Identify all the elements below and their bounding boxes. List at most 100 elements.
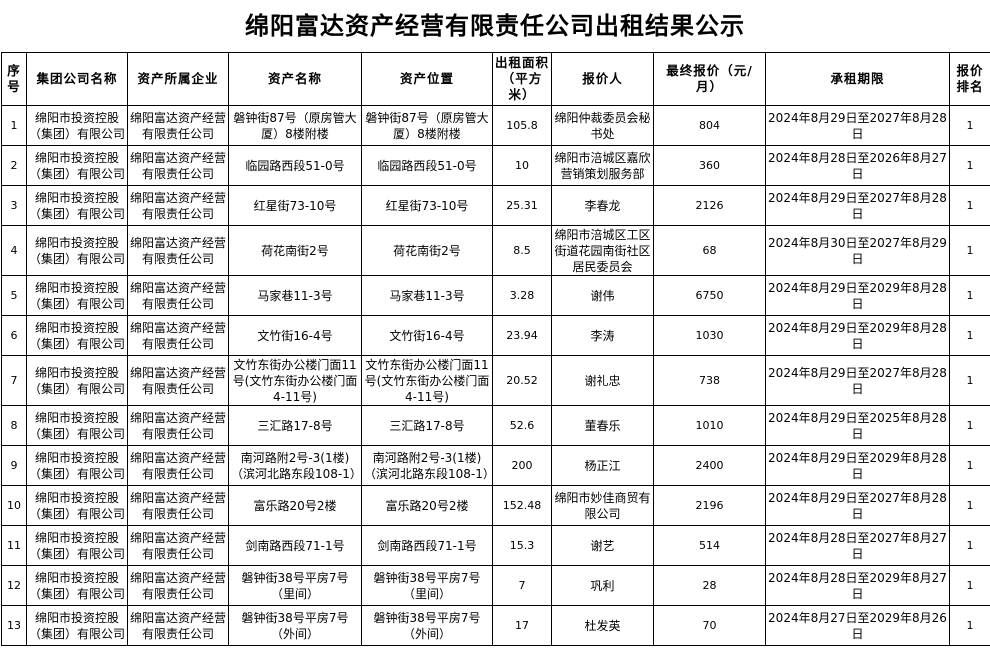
- cell-asset-name: 南河路附2号-3(1楼)（滨河北路东段108-1）: [228, 445, 362, 486]
- cell-rank: 1: [949, 355, 990, 406]
- cell-bidder: 绵阳市涪城区嘉欣营销策划服务部: [551, 145, 654, 186]
- cell-asset-name: 剑南路西段71-1号: [228, 525, 362, 566]
- rental-results-table: 序号 集团公司名称 资产所属企业 资产名称 资产位置 出租面积（平方米） 报价人 最终报价（元…: [1, 52, 990, 646]
- cell-owner-enterprise: 绵阳富达资产经营有限责任公司: [127, 355, 229, 406]
- header-lease-term: 承租期限: [765, 52, 950, 106]
- header-area: 出租面积（平方米）: [492, 52, 552, 106]
- cell-group-company: 绵阳市投资控股（集团）有限公司: [26, 145, 128, 186]
- cell-area: 3.28: [492, 275, 552, 316]
- header-group-company: 集团公司名称: [26, 52, 128, 106]
- cell-rank: 1: [949, 145, 990, 186]
- cell-owner-enterprise: 绵阳富达资产经营有限责任公司: [127, 605, 229, 646]
- cell-lease-term: 2024年8月29日至2025年8月28日: [765, 405, 950, 446]
- cell-asset-name: 临园路西段51-0号: [228, 145, 362, 186]
- header-asset-location: 资产位置: [361, 52, 493, 106]
- cell-asset-name: 富乐路20号2楼: [228, 485, 362, 526]
- page-title: 绵阳富达资产经营有限责任公司出租结果公示: [245, 12, 745, 40]
- cell-owner-enterprise: 绵阳富达资产经营有限责任公司: [127, 485, 229, 526]
- table-row: 12 绵阳市投资控股（集团）有限公司 绵阳富达资产经营有限责任公司 磐钟街38号平房7…: [1, 565, 990, 606]
- cell-seq: 12: [1, 565, 27, 606]
- cell-area: 200: [492, 445, 552, 486]
- table-row: 13 绵阳市投资控股（集团）有限公司 绵阳富达资产经营有限责任公司 磐钟街38号平房7…: [1, 605, 990, 646]
- cell-seq: 3: [1, 185, 27, 226]
- cell-bidder: 董春乐: [551, 405, 654, 446]
- table-row: 3 绵阳市投资控股（集团）有限公司 绵阳富达资产经营有限责任公司 红星街73-10号红…: [1, 185, 990, 226]
- cell-asset-location: 磐钟街38号平房7号（里间）: [361, 565, 493, 606]
- cell-group-company: 绵阳市投资控股（集团）有限公司: [26, 565, 128, 606]
- cell-owner-enterprise: 绵阳富达资产经营有限责任公司: [127, 145, 229, 186]
- cell-asset-location: 磐钟街38号平房7号（外间）: [361, 605, 493, 646]
- cell-bidder: 谢伟: [551, 275, 654, 316]
- cell-final-price: 68: [653, 225, 766, 276]
- cell-area: 52.6: [492, 405, 552, 446]
- cell-owner-enterprise: 绵阳富达资产经营有限责任公司: [127, 445, 229, 486]
- cell-asset-location: 富乐路20号2楼: [361, 485, 493, 526]
- cell-area: 17: [492, 605, 552, 646]
- cell-seq: 11: [1, 525, 27, 566]
- cell-asset-name: 文竹街16-4号: [228, 315, 362, 356]
- cell-group-company: 绵阳市投资控股（集团）有限公司: [26, 225, 128, 276]
- cell-area: 15.3: [492, 525, 552, 566]
- cell-final-price: 738: [653, 355, 766, 406]
- cell-bidder: 李春龙: [551, 185, 654, 226]
- cell-owner-enterprise: 绵阳富达资产经营有限责任公司: [127, 225, 229, 276]
- cell-group-company: 绵阳市投资控股（集团）有限公司: [26, 315, 128, 356]
- cell-final-price: 28: [653, 565, 766, 606]
- cell-lease-term: 2024年8月28日至2026年8月27日: [765, 145, 950, 186]
- cell-area: 23.94: [492, 315, 552, 356]
- cell-area: 8.5: [492, 225, 552, 276]
- cell-group-company: 绵阳市投资控股（集团）有限公司: [26, 525, 128, 566]
- cell-asset-name: 红星街73-10号: [228, 185, 362, 226]
- cell-final-price: 2126: [653, 185, 766, 226]
- cell-rank: 1: [949, 485, 990, 526]
- cell-rank: 1: [949, 225, 990, 276]
- cell-seq: 2: [1, 145, 27, 186]
- cell-group-company: 绵阳市投资控股（集团）有限公司: [26, 355, 128, 406]
- cell-bidder: 谢艺: [551, 525, 654, 566]
- cell-rank: 1: [949, 105, 990, 146]
- cell-asset-location: 马家巷11-3号: [361, 275, 493, 316]
- cell-group-company: 绵阳市投资控股（集团）有限公司: [26, 105, 128, 146]
- cell-seq: 6: [1, 315, 27, 356]
- cell-bidder: 杨正江: [551, 445, 654, 486]
- cell-bidder: 李涛: [551, 315, 654, 356]
- cell-lease-term: 2024年8月28日至2027年8月27日: [765, 525, 950, 566]
- cell-seq: 8: [1, 405, 27, 446]
- cell-asset-name: 磐钟街38号平房7号（里间）: [228, 565, 362, 606]
- cell-bidder: 杜发英: [551, 605, 654, 646]
- cell-asset-name: 磐钟街38号平房7号（外间）: [228, 605, 362, 646]
- cell-seq: 13: [1, 605, 27, 646]
- cell-rank: 1: [949, 185, 990, 226]
- cell-asset-location: 红星街73-10号: [361, 185, 493, 226]
- cell-asset-location: 三汇路17-8号: [361, 405, 493, 446]
- cell-bidder: 绵阳仲裁委员会秘书处: [551, 105, 654, 146]
- cell-lease-term: 2024年8月29日至2027年8月28日: [765, 485, 950, 526]
- cell-rank: 1: [949, 315, 990, 356]
- header-owner-enterprise: 资产所属企业: [127, 52, 229, 106]
- cell-asset-location: 剑南路西段71-1号: [361, 525, 493, 566]
- table-row: 11 绵阳市投资控股（集团）有限公司 绵阳富达资产经营有限责任公司 剑南路西段71-1…: [1, 525, 990, 566]
- cell-seq: 7: [1, 355, 27, 406]
- cell-lease-term: 2024年8月29日至2029年8月28日: [765, 445, 950, 486]
- cell-final-price: 2400: [653, 445, 766, 486]
- cell-asset-name: 三汇路17-8号: [228, 405, 362, 446]
- cell-area: 7: [492, 565, 552, 606]
- cell-rank: 1: [949, 275, 990, 316]
- cell-lease-term: 2024年8月29日至2027年8月28日: [765, 185, 950, 226]
- cell-seq: 1: [1, 105, 27, 146]
- table-row: 8 绵阳市投资控股（集团）有限公司 绵阳富达资产经营有限责任公司 三汇路17-8号 三汇…: [1, 405, 990, 446]
- cell-lease-term: 2024年8月29日至2029年8月28日: [765, 315, 950, 356]
- cell-group-company: 绵阳市投资控股（集团）有限公司: [26, 605, 128, 646]
- cell-asset-location: 临园路西段51-0号: [361, 145, 493, 186]
- table-row: 5 绵阳市投资控股（集团）有限公司 绵阳富达资产经营有限责任公司 马家巷11-3号 马家…: [1, 275, 990, 316]
- cell-lease-term: 2024年8月29日至2027年8月28日: [765, 105, 950, 146]
- cell-area: 152.48: [492, 485, 552, 526]
- cell-final-price: 70: [653, 605, 766, 646]
- table-row: 9 绵阳市投资控股（集团）有限公司 绵阳富达资产经营有限责任公司 南河路附2号-3(1…: [1, 445, 990, 486]
- header-final-price: 最终报价（元/月）: [653, 52, 766, 106]
- header-seq: 序号: [1, 52, 27, 106]
- cell-final-price: 1010: [653, 405, 766, 446]
- cell-rank: 1: [949, 525, 990, 566]
- table-row: 1 绵阳市投资控股（集团）有限公司 绵阳富达资产经营有限责任公司 磐钟街87号（原房管…: [1, 105, 990, 146]
- cell-area: 25.31: [492, 185, 552, 226]
